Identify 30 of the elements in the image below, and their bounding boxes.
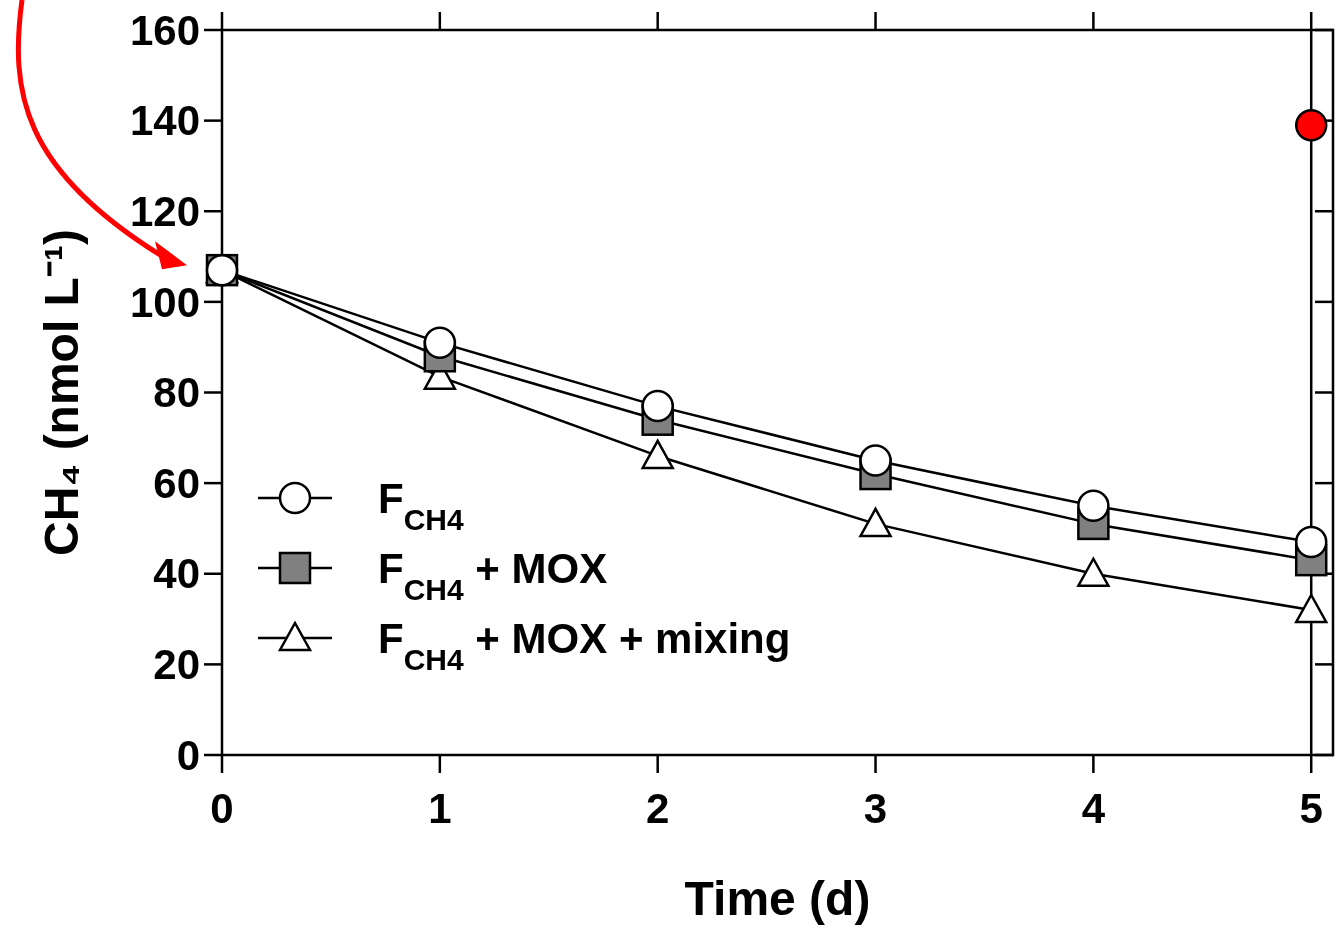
point [1077, 489, 1110, 523]
x-tick-label: 5 [1299, 785, 1323, 832]
point [641, 389, 674, 423]
y-tick-label: 140 [129, 97, 200, 145]
y-tick-label: 160 [129, 6, 200, 54]
x-tick-label: 0 [210, 785, 234, 832]
point [859, 507, 892, 538]
point [1294, 525, 1328, 559]
point [1294, 108, 1328, 142]
y-axis-title: CH₄ (nmol L⁻¹) [35, 229, 88, 556]
y-tick-label: 120 [129, 187, 200, 235]
legend-label: F$_{CH4}$ + MOX [378, 545, 608, 606]
point [859, 444, 892, 477]
y-tick-label: 20 [153, 641, 200, 689]
y-tick-label: 0 [176, 731, 200, 779]
point [1294, 593, 1328, 624]
y-tick-label: 40 [153, 550, 200, 598]
y-tick-label: 60 [153, 459, 200, 507]
legend-label: F$_{CH4}$ [378, 475, 464, 536]
x-tick-label: 3 [863, 785, 888, 832]
y-tick-label: 80 [153, 369, 200, 417]
x-tick-label: 1 [428, 785, 452, 832]
y-tick-label: 100 [129, 278, 200, 326]
x-tick-label: 2 [646, 785, 670, 832]
point [641, 439, 674, 470]
x-axis-title: Time (d) [684, 872, 871, 925]
point [423, 326, 457, 359]
x-tick-label: 4 [1081, 785, 1106, 832]
point [1077, 557, 1110, 587]
legend-label: F$_{CH4}$ + MOX + mixing [378, 615, 791, 676]
